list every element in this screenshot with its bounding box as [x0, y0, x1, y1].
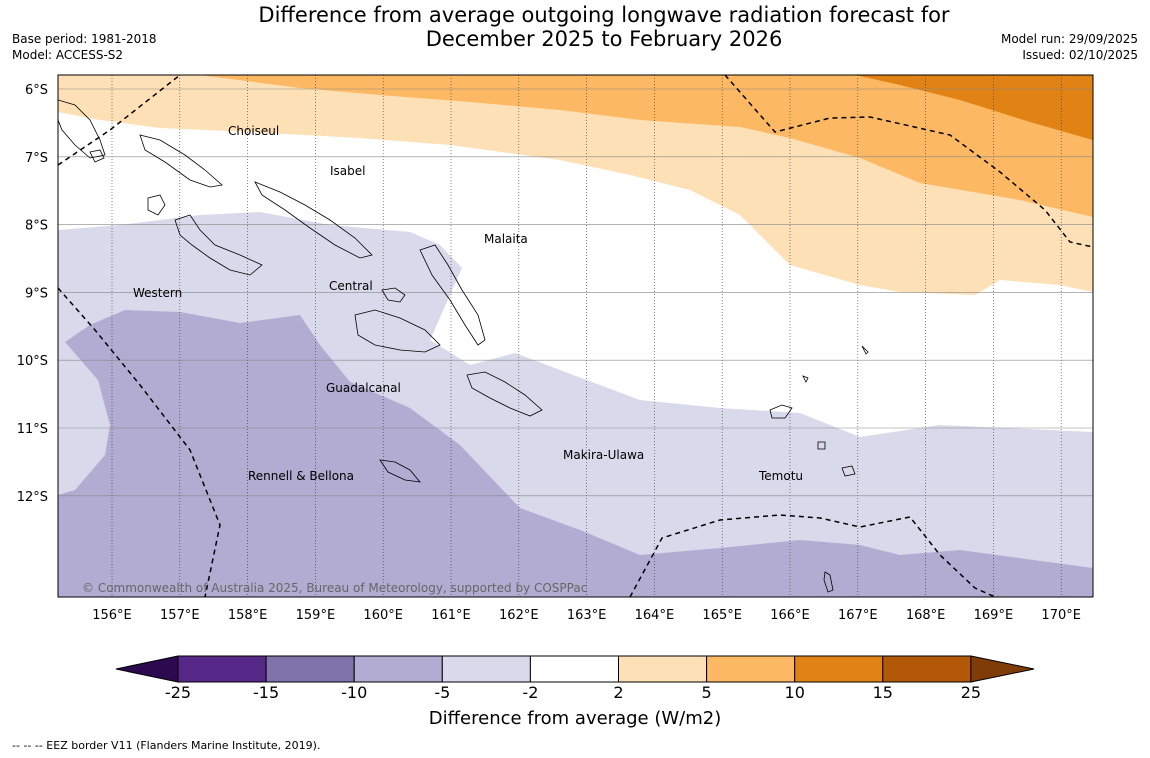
coastlines	[58, 99, 869, 593]
longitude-label: 162°E	[499, 608, 539, 623]
island-isabel	[254, 181, 373, 259]
colorbar-segment	[177, 655, 267, 683]
latitude-labels: 6°S 7°S 8°S 9°S 10°S 11°S 12°S	[17, 83, 48, 505]
model-name: Model: ACCESS-S2	[12, 48, 124, 62]
meta-left: Base period: 1981-2018 Model: ACCESS-S2	[12, 31, 157, 63]
island-makira	[466, 371, 543, 417]
anomaly-band-10-15	[855, 75, 1093, 140]
colorbar-tick-label: -2	[522, 683, 538, 702]
eez-legend: -- -- -- EEZ border V11 (Flanders Marine…	[12, 739, 321, 752]
longitude-label: 158°E	[228, 608, 268, 623]
longitude-label: 168°E	[906, 608, 946, 623]
island-utupua	[841, 465, 856, 477]
colorbar-tick-label: 10	[785, 683, 805, 702]
colorbar-segment	[529, 655, 620, 683]
longitude-label: 159°E	[296, 608, 336, 623]
latitude-label: 9°S	[25, 286, 48, 301]
meta-right: Model run: 29/09/2025 Issued: 02/10/2025	[1001, 31, 1138, 63]
place-label: Malaita	[484, 232, 528, 246]
anomaly-band-minus10-minus5	[58, 310, 1093, 597]
colorbar-tick-label: -25	[165, 683, 191, 702]
place-label: Isabel	[330, 164, 365, 178]
longitude-label: 163°E	[567, 608, 607, 623]
colorbar-segment	[441, 655, 531, 683]
anomaly-band-5-10	[200, 75, 1093, 217]
colorbar	[115, 655, 1035, 683]
chart-title: Difference from average outgoing longwav…	[0, 3, 1150, 51]
colorbar-title: Difference from average (W/m2)	[428, 708, 722, 729]
island-rennell	[379, 459, 421, 483]
longitude-labels: 156°E 157°E 158°E 159°E 160°E 161°E 162°E 163°E…	[92, 608, 1081, 623]
colorbar-tick-label: 15	[873, 683, 893, 702]
map-area: © Commonwealth of Australia 2025, Bureau…	[58, 75, 1093, 597]
place-label: Choiseul	[228, 124, 279, 138]
colorbar-segment	[618, 655, 708, 683]
island-reef-islands	[802, 375, 809, 383]
colorbar-tick-label: -10	[341, 683, 367, 702]
latitude-label: 10°S	[17, 354, 48, 369]
colorbar-tick-label: 5	[702, 683, 712, 702]
island-new-georgia	[174, 214, 263, 276]
longitude-label: 156°E	[92, 608, 132, 623]
longitude-label: 165°E	[702, 608, 742, 623]
island-florida	[381, 287, 406, 303]
island-ontong-java	[89, 149, 105, 163]
colorbar-segment	[706, 655, 796, 683]
base-period: Base period: 1981-2018	[12, 32, 157, 46]
island-guadalcanal	[354, 309, 441, 353]
colorbar-tick-label: 25	[961, 683, 981, 702]
eez-borders	[58, 75, 1093, 597]
title-line-2: December 2025 to February 2026	[425, 27, 783, 51]
latitude-label: 12°S	[17, 490, 48, 505]
island-santa-cruz	[769, 404, 793, 419]
island-anuta	[823, 571, 834, 593]
longitude-label: 164°E	[635, 608, 675, 623]
place-labels: Choiseul Isabel Malaita Western Central Guada…	[133, 124, 803, 483]
colorbar-segment	[353, 655, 443, 683]
island-vanikoro	[817, 441, 826, 450]
colorbar-extend-low	[115, 655, 179, 683]
longitude-label: 167°E	[838, 608, 878, 623]
latitude-label: 11°S	[17, 422, 48, 437]
longitude-label: 161°E	[431, 608, 471, 623]
island-shortland	[147, 194, 166, 216]
place-label: Temotu	[758, 469, 803, 483]
island-duff	[861, 345, 869, 355]
latitude-label: 7°S	[25, 151, 48, 166]
colorbar-extend-high	[970, 655, 1035, 683]
place-label: Guadalcanal	[326, 381, 401, 395]
eez-border-north-west	[58, 75, 181, 166]
longitude-label: 170°E	[1041, 608, 1081, 623]
longitude-label: 169°E	[974, 608, 1014, 623]
latitude-label: 8°S	[25, 219, 48, 234]
island-choiseul	[139, 134, 223, 188]
longitude-label: 157°E	[160, 608, 200, 623]
colorbar-tick-label: -15	[253, 683, 279, 702]
latitude-label: 6°S	[25, 83, 48, 98]
gridlines	[58, 75, 1093, 597]
colorbar-segment	[882, 655, 972, 683]
colorbar-tick-label: 2	[613, 683, 623, 702]
place-label: Western	[133, 286, 182, 300]
place-label: Rennell & Bellona	[248, 469, 354, 483]
island-malaita	[419, 244, 486, 346]
model-run: Model run: 29/09/2025	[1000, 32, 1138, 46]
eez-border-north-east	[724, 75, 1093, 248]
colorbar-segment	[794, 655, 884, 683]
eez-border-west	[58, 287, 221, 597]
colorbar-tick-label: -5	[434, 683, 450, 702]
title-line-1: Difference from average outgoing longwav…	[258, 3, 950, 27]
colorbar-tick-labels: -25 -15 -10 -5 -2 2 5 10 15 25	[165, 683, 981, 702]
longitude-label: 160°E	[363, 608, 403, 623]
place-label: Central	[329, 279, 373, 293]
place-label: Makira-Ulawa	[563, 448, 644, 462]
island-bougainville	[58, 99, 106, 159]
copyright-notice: © Commonwealth of Australia 2025, Bureau…	[82, 581, 587, 595]
map-frame	[57, 74, 1094, 598]
colorbar-segment	[265, 655, 355, 683]
issued-date: Issued: 02/10/2025	[1022, 48, 1138, 62]
longitude-label: 166°E	[770, 608, 810, 623]
